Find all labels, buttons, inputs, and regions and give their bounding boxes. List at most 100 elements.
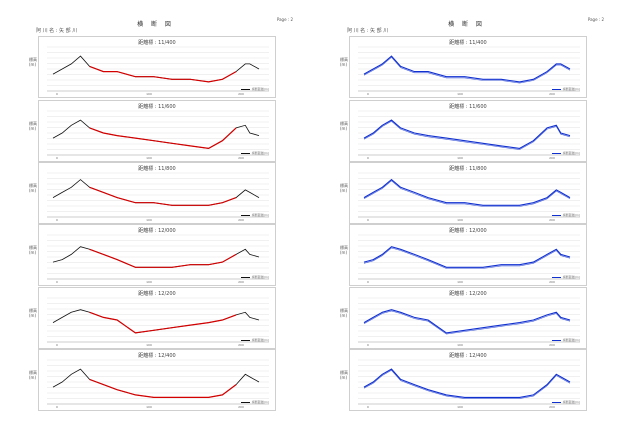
section-line-2: [363, 247, 571, 269]
legend-label: 横断距離(m): [251, 87, 269, 91]
x-tick-label: 200: [238, 92, 244, 96]
x-tick-label: 200: [549, 280, 555, 284]
legend-swatch: [551, 401, 561, 403]
legend-label: 横断距離(m): [251, 151, 269, 155]
plan-line: [89, 127, 237, 150]
x-tick-label: 0: [367, 156, 369, 160]
plan-line: [89, 248, 237, 268]
cross-section-chart: 距離標 : 11/400 標高 (m) 0 100 200 横断距離(m): [340, 36, 587, 98]
legend: 横断距離(m): [551, 275, 580, 279]
x-tick-label: 200: [549, 405, 555, 409]
cross-section-chart: 距離標 : 11/600 標高 (m) 0 100 200 横断距離(m): [340, 100, 587, 162]
x-tick-label: 0: [56, 156, 58, 160]
section-line: [363, 55, 571, 83]
page-number: Page : 2: [276, 17, 293, 22]
x-tick-label: 100: [457, 218, 463, 222]
plan-line: [89, 378, 237, 399]
cross-section-chart: 距離標 : 11/600 標高 (m) 0 100 200 横断距離(m): [29, 100, 276, 162]
x-tick-label: 200: [549, 92, 555, 96]
legend-swatch: [240, 401, 250, 403]
x-tick-label: 200: [238, 156, 244, 160]
page-number: Page : 2: [587, 17, 604, 22]
x-tick-label: 0: [56, 343, 58, 347]
chart-plot: 0 100 200: [47, 359, 269, 409]
x-tick-label: 0: [367, 343, 369, 347]
chart-plot: 0 100 200: [47, 234, 269, 284]
legend: 横断距離(m): [240, 151, 269, 155]
legend-label: 横断距離(m): [251, 275, 269, 279]
x-tick-label: 0: [56, 218, 58, 222]
chart-plot: 0 100 200: [358, 46, 580, 96]
legend-label: 横断距離(m): [562, 151, 580, 155]
x-tick-label: 200: [238, 343, 244, 347]
x-tick-label: 100: [457, 92, 463, 96]
cross-section-chart: 距離標 : 12/200 標高 (m) 0 100 200 横断距離(m): [29, 287, 276, 349]
legend-swatch: [551, 339, 561, 341]
chart-plot: 0 100 200: [47, 110, 269, 160]
y-axis-label: 標高 (m): [29, 245, 37, 255]
legend-swatch: [240, 214, 250, 216]
x-tick-label: 100: [457, 405, 463, 409]
chart-plot: 0 100 200: [47, 46, 269, 96]
chart-title: 距離標 : 12/000: [449, 228, 487, 234]
cross-section-chart: 距離標 : 11/800 標高 (m) 0 100 200 横断距離(m): [340, 162, 587, 224]
x-tick-label: 0: [367, 405, 369, 409]
x-tick-label: 0: [367, 280, 369, 284]
chart-title: 距離標 : 11/800: [449, 166, 487, 172]
y-axis-label: 標高 (m): [29, 308, 37, 318]
x-tick-label: 200: [238, 218, 244, 222]
plan-line: [89, 65, 237, 83]
x-tick-label: 200: [549, 156, 555, 160]
chart-title: 距離標 : 11/400: [138, 40, 176, 46]
legend-swatch: [240, 88, 250, 90]
legend: 横断距離(m): [240, 213, 269, 217]
sheet-title: 横 断 図: [448, 21, 485, 28]
chart-plot: 0 100 200: [358, 297, 580, 347]
legend: 横断距離(m): [240, 400, 269, 404]
section-line-2: [363, 180, 571, 207]
y-axis-label: 標高 (m): [29, 183, 37, 193]
x-tick-label: 100: [457, 343, 463, 347]
section-line: [363, 309, 571, 334]
cross-section-chart: 距離標 : 12/400 標高 (m) 0 100 200 横断距離(m): [340, 349, 587, 411]
legend: 横断距離(m): [240, 87, 269, 91]
x-tick-label: 100: [146, 156, 152, 160]
chart-plot: 0 100 200: [358, 172, 580, 222]
chart-title: 距離標 : 12/000: [138, 228, 176, 234]
plan-line: [89, 311, 237, 334]
legend-label: 横断距離(m): [562, 213, 580, 217]
left-sheet: Page : 2 横 断 図 阿 川 名 : 矢 部 川 距離標 : 11/40…: [29, 17, 293, 411]
cross-section-chart: 距離標 : 12/000 標高 (m) 0 100 200 横断距離(m): [29, 224, 276, 286]
legend-label: 横断距離(m): [251, 338, 269, 342]
x-tick-label: 0: [56, 280, 58, 284]
x-tick-label: 0: [56, 92, 58, 96]
section-line-2: [363, 369, 571, 399]
chart-title: 距離標 : 11/800: [138, 166, 176, 172]
ground-line: [52, 179, 260, 206]
x-tick-label: 100: [457, 156, 463, 160]
cross-section-chart: 距離標 : 11/800 標高 (m) 0 100 200 横断距離(m): [29, 162, 276, 224]
x-tick-label: 0: [56, 405, 58, 409]
x-tick-label: 100: [146, 343, 152, 347]
x-tick-label: 200: [549, 218, 555, 222]
y-axis-label: 標高 (m): [340, 57, 348, 67]
chart-title: 距離標 : 12/400: [138, 353, 176, 359]
cross-section-chart: 距離標 : 12/200 標高 (m) 0 100 200 横断距離(m): [340, 287, 587, 349]
sheet-title: 横 断 図: [137, 21, 174, 28]
y-axis-label: 標高 (m): [340, 183, 348, 193]
cross-section-chart: 距離標 : 12/400 標高 (m) 0 100 200 横断距離(m): [29, 349, 276, 411]
y-axis-label: 標高 (m): [29, 370, 37, 380]
right-sheet: Page : 2 横 断 図 阿 川 名 : 矢 部 川 距離標 : 11/40…: [311, 0, 622, 441]
chart-title: 距離標 : 11/600: [138, 104, 176, 110]
section-line: [363, 119, 571, 149]
section-line: [363, 246, 571, 268]
x-tick-label: 100: [146, 405, 152, 409]
x-tick-label: 0: [367, 218, 369, 222]
plan-line: [89, 186, 237, 206]
x-tick-label: 100: [146, 280, 152, 284]
river-name: 阿 川 名 : 矢 部 川: [36, 28, 78, 34]
legend-swatch: [240, 152, 250, 154]
legend: 横断距離(m): [551, 151, 580, 155]
x-tick-label: 0: [367, 92, 369, 96]
cross-section-chart: 距離標 : 11/400 標高 (m) 0 100 200 横断距離(m): [29, 36, 276, 98]
